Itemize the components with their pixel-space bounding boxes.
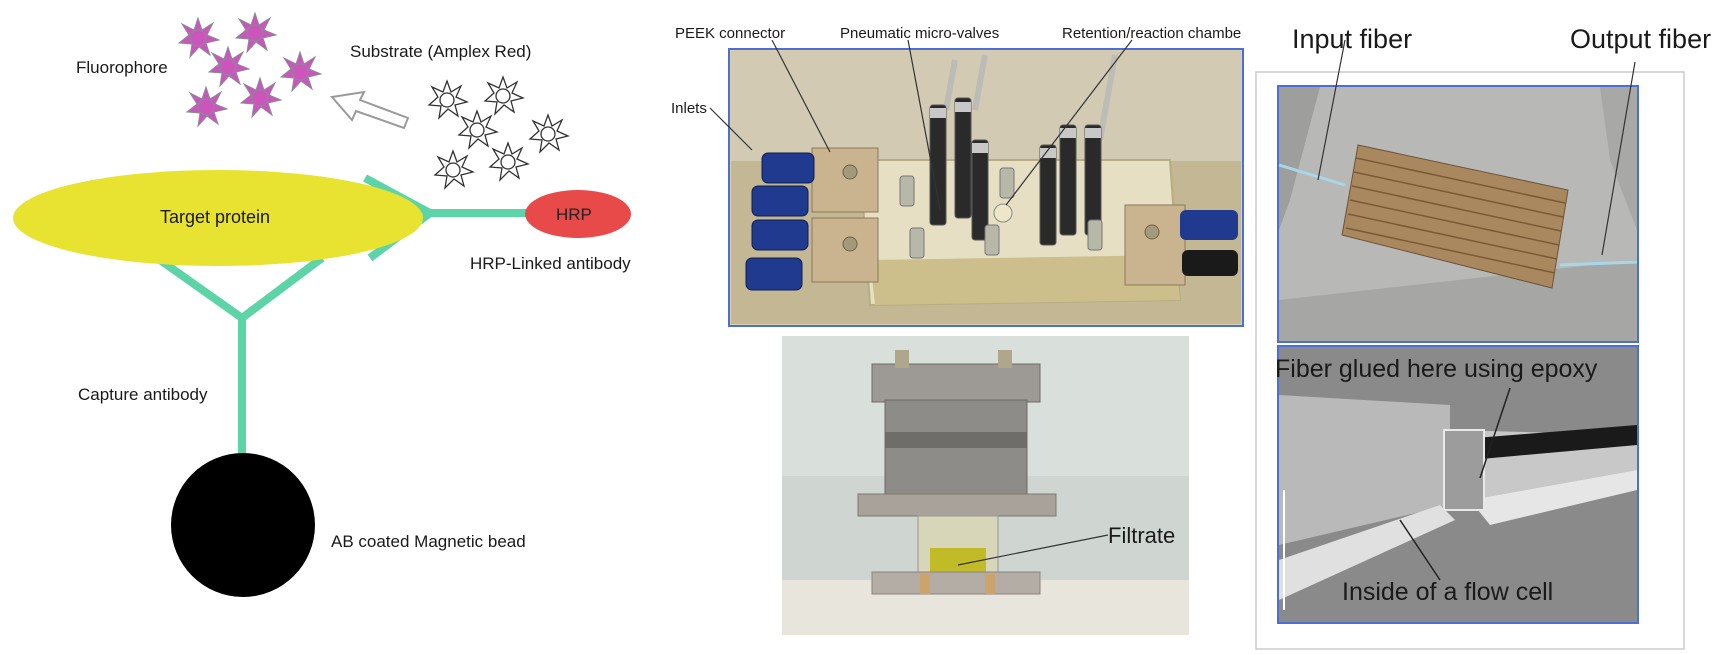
inlet-caps	[745, 152, 815, 291]
elisa-diagram	[13, 11, 631, 597]
input-fiber-line	[1278, 163, 1346, 187]
target-protein-ellipse	[13, 170, 423, 266]
flowcell-inside-label: Inside of a flow cell	[1342, 578, 1554, 606]
substrate-star	[528, 113, 570, 154]
filtrate-liquid	[930, 548, 986, 576]
flowcell-grating	[1341, 144, 1569, 289]
filtrate-label: Filtrate	[1108, 523, 1176, 548]
fiber-micrograph	[1277, 85, 1639, 343]
valve-tubes	[943, 54, 1118, 141]
fluorophore-star	[239, 76, 283, 119]
substrate-label: Substrate (Amplex Red)	[350, 42, 532, 61]
chip-posts	[899, 167, 1103, 259]
fluorophore-star	[279, 50, 323, 93]
substrate-group	[427, 75, 570, 190]
fluorophore-label: Fluorophore	[76, 58, 168, 77]
input-fiber-label: Input fiber	[1292, 24, 1413, 54]
substrate-star	[483, 75, 525, 116]
output-fiber-label: Output fiber	[1570, 24, 1712, 54]
capture-antibody	[157, 254, 325, 455]
output-fiber-line	[1559, 260, 1638, 267]
substrate-star	[433, 149, 475, 190]
fluorophore-group	[177, 11, 323, 128]
fluorophore-star	[177, 16, 221, 59]
target-protein-label: Target protein	[160, 207, 271, 227]
peek-connector-label: PEEK connector	[675, 25, 786, 42]
fiber-glued-label: Fiber glued here using epoxy	[1275, 355, 1598, 383]
substrate-star	[488, 141, 530, 182]
peek-block	[811, 147, 879, 213]
hrp-antibody-label: HRP-Linked antibody	[470, 254, 631, 273]
peek-block	[811, 217, 879, 283]
inlets-label: Inlets	[671, 100, 707, 117]
fluorophore-star	[234, 11, 278, 54]
fluorophore-star	[207, 45, 251, 88]
reaction-arrow	[330, 90, 410, 130]
fluorophore-star	[185, 85, 229, 128]
magnetic-bead	[171, 453, 315, 597]
filtrate-leader	[957, 534, 1109, 566]
substrate-star	[457, 109, 499, 150]
hrp-label: HRP	[556, 205, 592, 224]
leader-lines	[709, 39, 1133, 211]
filter-body	[884, 399, 1028, 496]
filter-top-plate	[871, 363, 1041, 403]
bead-label: AB coated Magnetic bead	[331, 532, 526, 551]
chip-body	[858, 159, 1182, 307]
chamber-label: Retention/reaction chambe	[1062, 25, 1242, 42]
filter-flange	[857, 493, 1057, 517]
valves	[929, 97, 1102, 246]
capture-antibody-label: Capture antibody	[78, 385, 208, 404]
reaction-chamber	[993, 203, 1013, 223]
micro-valves-label: Pneumatic micro-valves	[840, 25, 1000, 42]
hrp-ellipse	[525, 190, 631, 238]
substrate-star	[427, 79, 469, 120]
